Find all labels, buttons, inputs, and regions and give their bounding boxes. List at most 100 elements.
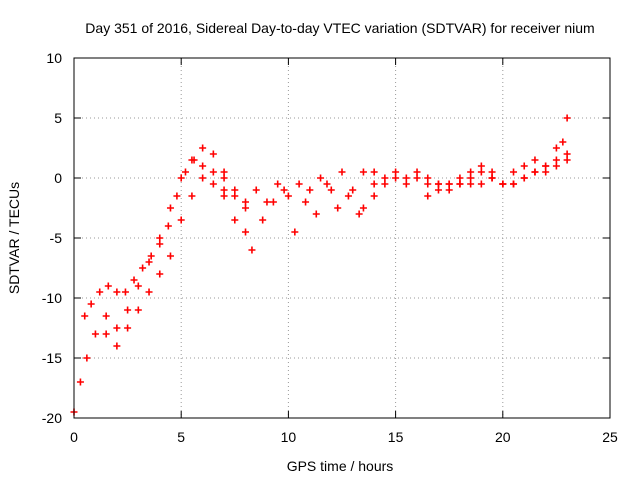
data-point (312, 210, 320, 218)
data-point (344, 192, 352, 200)
x-tick-label: 10 (281, 429, 297, 445)
data-point (477, 162, 485, 170)
data-point (96, 288, 104, 296)
data-point (456, 174, 464, 182)
x-tick-label: 25 (602, 429, 618, 445)
data-point (166, 204, 174, 212)
data-point (302, 198, 310, 206)
data-point (242, 204, 250, 212)
data-point (242, 198, 250, 206)
data-point (134, 282, 142, 290)
data-point (488, 168, 496, 176)
data-point (199, 174, 207, 182)
data-point (370, 192, 378, 200)
data-point (156, 270, 164, 278)
data-point (252, 186, 260, 194)
data-point (552, 156, 560, 164)
data-point (563, 150, 571, 158)
data-point (274, 180, 282, 188)
data-point (563, 156, 571, 164)
x-tick-label: 20 (495, 429, 511, 445)
data-point (424, 192, 432, 200)
data-point (349, 186, 357, 194)
data-point (263, 198, 271, 206)
data-point (477, 168, 485, 176)
y-tick-label: 10 (46, 50, 62, 66)
data-point (199, 162, 207, 170)
data-point (181, 168, 189, 176)
data-point (113, 288, 121, 296)
data-point (220, 186, 228, 194)
data-point (445, 186, 453, 194)
data-point (488, 174, 496, 182)
x-tick-label: 5 (177, 429, 185, 445)
data-point (552, 162, 560, 170)
x-tick-label: 0 (70, 429, 78, 445)
data-point (231, 216, 239, 224)
grid (74, 58, 610, 418)
data-point (563, 114, 571, 122)
axis-ticks: 0 5 10 15 20 25 -20 -15 -10 -5 0 5 10 (42, 50, 618, 445)
data-point (499, 180, 507, 188)
data-point (102, 312, 110, 320)
data-point (164, 222, 172, 230)
data-point (231, 192, 239, 200)
data-point (338, 168, 346, 176)
data-point (402, 174, 410, 182)
plot-area (70, 114, 571, 416)
data-point (102, 330, 110, 338)
data-point (121, 288, 129, 296)
data-point (413, 174, 421, 182)
data-point (327, 186, 335, 194)
data-point (467, 180, 475, 188)
y-tick-label: -10 (42, 290, 62, 306)
data-point (284, 192, 292, 200)
series-track-d (177, 168, 363, 254)
data-point (424, 180, 432, 188)
data-point (355, 210, 363, 218)
y-tick-label: 0 (54, 170, 62, 186)
data-point (280, 186, 288, 194)
data-point (542, 168, 550, 176)
data-point (434, 186, 442, 194)
data-point (456, 180, 464, 188)
data-point (259, 216, 267, 224)
data-point (173, 192, 181, 200)
series-track-b (81, 156, 228, 320)
data-point (370, 180, 378, 188)
data-point (559, 138, 567, 146)
series-track-a (70, 144, 250, 416)
data-point (147, 252, 155, 260)
data-point (156, 234, 164, 242)
data-point (269, 198, 277, 206)
data-point (359, 204, 367, 212)
data-point (291, 228, 299, 236)
data-point (177, 174, 185, 182)
y-tick-label: -5 (50, 230, 63, 246)
data-point (334, 204, 342, 212)
data-point (295, 180, 303, 188)
y-tick-label: 5 (54, 110, 62, 126)
data-point (124, 306, 132, 314)
data-point (467, 174, 475, 182)
data-point (188, 192, 196, 200)
data-point (113, 342, 121, 350)
data-point (209, 150, 217, 158)
data-point (477, 180, 485, 188)
data-point (231, 186, 239, 194)
data-point (510, 168, 518, 176)
data-point (531, 168, 539, 176)
data-point (166, 252, 174, 260)
data-point (87, 300, 95, 308)
x-tick-label: 15 (388, 429, 404, 445)
data-point (242, 228, 250, 236)
data-point (145, 258, 153, 266)
y-tick-label: -20 (42, 410, 62, 426)
data-point (199, 144, 207, 152)
data-point (220, 174, 228, 182)
data-point (248, 246, 256, 254)
data-point (134, 306, 142, 314)
data-point (552, 144, 560, 152)
